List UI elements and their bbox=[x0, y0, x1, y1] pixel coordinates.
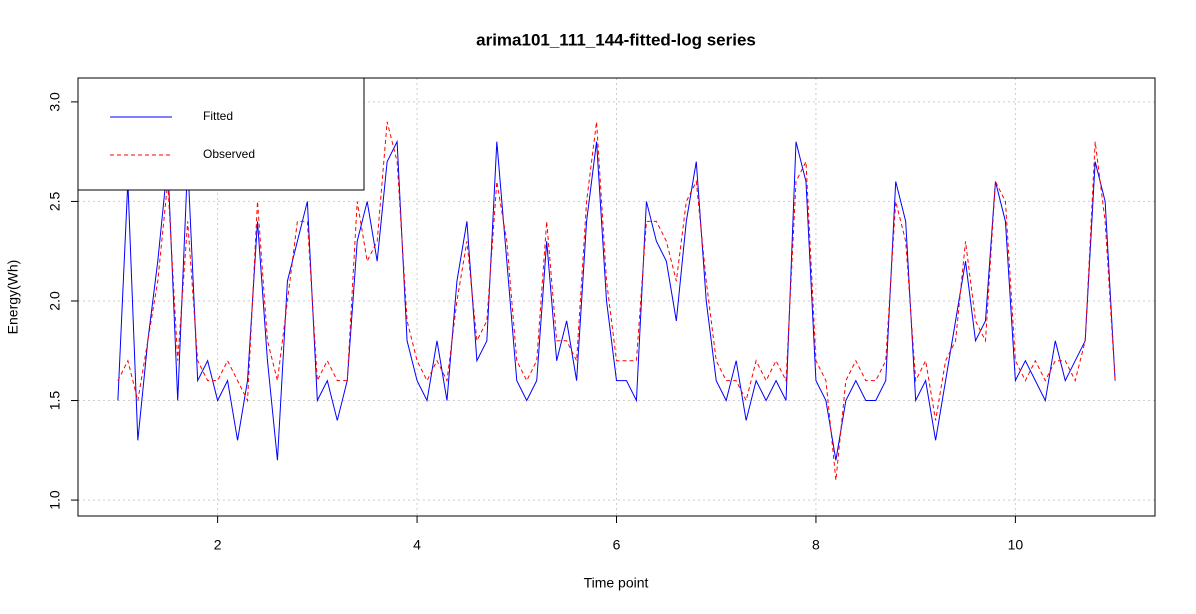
y-tick-label: 2.5 bbox=[47, 191, 63, 211]
series-line bbox=[117, 121, 1116, 481]
y-tick-label: 2.0 bbox=[47, 291, 63, 311]
x-tick-label: 10 bbox=[1008, 537, 1024, 553]
x-axis-label: Time point bbox=[584, 575, 649, 591]
legend-label: Fitted bbox=[203, 109, 233, 123]
series-line bbox=[117, 139, 1116, 461]
x-tick-label: 8 bbox=[812, 537, 820, 553]
y-tick-label: 1.0 bbox=[47, 490, 63, 510]
chart-title: arima101_111_144-fitted-log series bbox=[476, 30, 756, 49]
legend-box bbox=[77, 77, 365, 191]
x-tick-label: 2 bbox=[214, 537, 222, 553]
legend-label: Observed bbox=[203, 147, 255, 161]
y-tick-label: 1.5 bbox=[47, 391, 63, 411]
y-tick-label: 3.0 bbox=[47, 92, 63, 112]
plot-frame bbox=[77, 77, 1156, 517]
y-axis-label: Energy(Wh) bbox=[5, 260, 21, 335]
x-tick-label: 6 bbox=[613, 537, 621, 553]
x-tick-label: 4 bbox=[413, 537, 421, 553]
